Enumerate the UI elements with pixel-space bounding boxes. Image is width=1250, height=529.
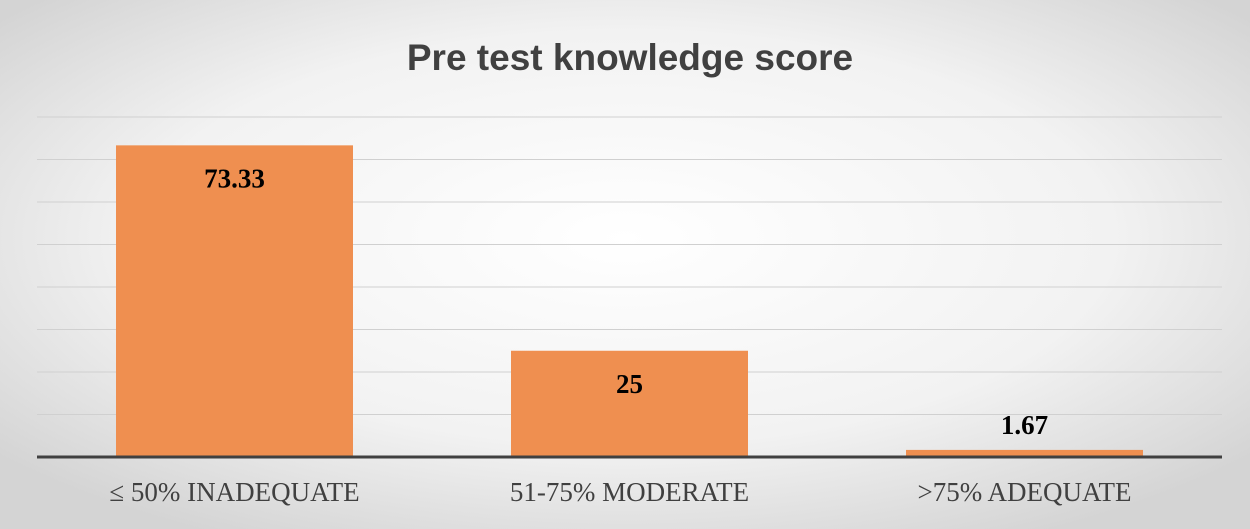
- bar: [116, 145, 353, 457]
- x-tick-label: ≤ 50% INADEQUATE: [109, 477, 359, 507]
- data-label: 25: [616, 369, 643, 399]
- x-tick-label: 51-75% MODERATE: [510, 477, 749, 507]
- x-tick-label: >75% ADEQUATE: [918, 477, 1132, 507]
- chart-title: Pre test knowledge score: [407, 37, 853, 78]
- bar: [511, 350, 748, 457]
- data-label: 73.33: [204, 164, 265, 194]
- bar: [906, 449, 1143, 457]
- data-label: 1.67: [1001, 410, 1048, 440]
